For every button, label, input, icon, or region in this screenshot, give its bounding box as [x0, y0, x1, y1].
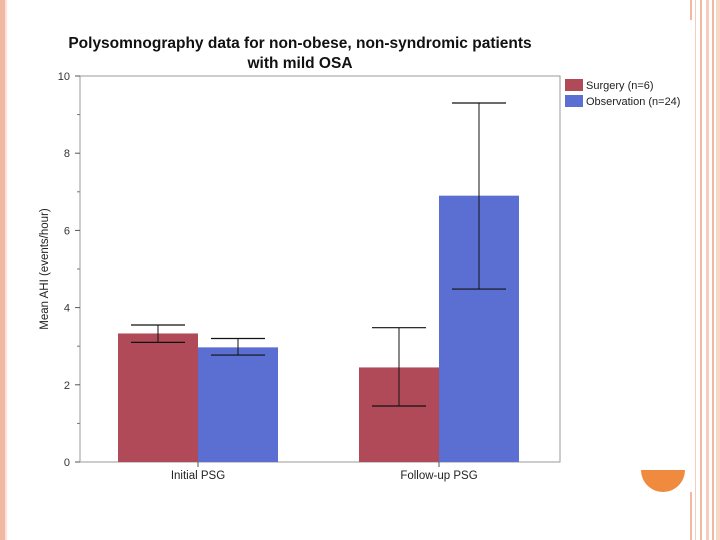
chart-title-line2: with mild OSA	[247, 55, 353, 72]
chart-title-line1: Polysomnography data for non-obese, non-…	[68, 35, 532, 52]
legend-swatch	[565, 95, 583, 107]
y-axis-label: Mean AHI (events/hour)	[39, 208, 51, 330]
legend-label: Observation (n=24)	[586, 96, 680, 108]
x-tick-label: Initial PSG	[171, 470, 225, 482]
y-tick-label: 2	[64, 380, 70, 392]
y-tick-label: 10	[58, 71, 70, 83]
right-border-stripe	[700, 0, 702, 540]
left-border-stripe	[0, 0, 5, 540]
right-border-stripe	[706, 0, 709, 540]
right-border-stripe	[712, 0, 714, 540]
legend-swatch	[565, 79, 583, 91]
bar	[198, 347, 278, 462]
bar	[118, 333, 198, 462]
right-border-stripe	[695, 0, 696, 540]
x-tick-label: Follow-up PSG	[400, 470, 477, 482]
y-tick-label: 8	[64, 148, 70, 160]
y-tick-label: 4	[64, 303, 70, 315]
y-tick-label: 6	[64, 225, 70, 237]
right-border-stripe	[716, 0, 720, 540]
chart-title: Polysomnography data for non-obese, non-…	[20, 34, 580, 74]
left-border-stripe-light	[5, 0, 7, 540]
slide-accent-dot	[641, 470, 685, 492]
y-tick-label: 0	[64, 457, 70, 469]
legend-label: Surgery (n=6)	[586, 80, 654, 92]
